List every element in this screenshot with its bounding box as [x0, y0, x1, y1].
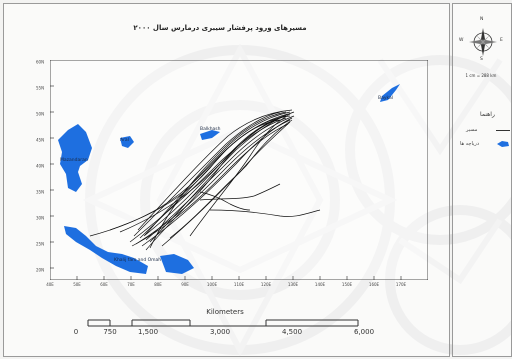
aral-sea	[120, 136, 134, 148]
compass-w: W	[459, 38, 464, 43]
lon-label: 40E	[46, 282, 54, 287]
persian-gulf	[64, 226, 148, 274]
legend-line-symbol	[496, 130, 510, 131]
lat-label: 45N	[36, 137, 45, 143]
legend-title: راهنما	[480, 111, 495, 118]
lat-label: 55N	[36, 85, 45, 91]
scalebar-label: 6,000	[353, 328, 375, 336]
lat-label: 60N	[36, 59, 45, 65]
scalebar-label: 750	[103, 328, 117, 336]
lat-label: 35N	[36, 189, 45, 195]
compass-scale-text: 1 cm = 288 km	[465, 73, 497, 78]
lon-label: 100E	[206, 282, 218, 287]
lon-label: 110E	[233, 282, 245, 287]
gulf-of-oman	[160, 254, 194, 274]
label-khalij: Khalij fars and Omah	[114, 258, 162, 263]
lon-label: 120E	[260, 282, 272, 287]
lon-label: 130E	[287, 282, 299, 287]
scalebar	[87, 319, 359, 327]
compass-n: N	[480, 17, 484, 22]
scalebar-label: 1,500	[137, 328, 159, 336]
caspian-sea	[58, 124, 92, 192]
lon-label: 80E	[154, 282, 162, 287]
legend-item-lakes: دریاچه ها	[460, 141, 480, 147]
lon-label: 90E	[181, 282, 189, 287]
label-aral: Aral	[120, 138, 129, 143]
legend-item-track: مسیر	[466, 127, 478, 133]
lat-label: 50N	[36, 111, 45, 117]
lon-label: 160E	[368, 282, 380, 287]
scalebar-label: 3,000	[209, 328, 231, 336]
lon-label: 70E	[127, 282, 135, 287]
label-baikal: Baykal	[378, 96, 394, 101]
lat-label: 30N	[36, 215, 45, 221]
lat-label: 20N	[36, 267, 45, 273]
map-title: مسیرهای ورود پرفشار سیبری درمارس سال ۲۰۰…	[133, 24, 307, 32]
baikal-lake	[380, 84, 400, 102]
lon-label: 60E	[100, 282, 108, 287]
map-area	[50, 60, 428, 280]
legend-water-symbol	[497, 141, 509, 147]
lon-label: 150E	[341, 282, 353, 287]
scalebar-label: 4,500	[281, 328, 303, 336]
compass-s: S	[480, 57, 483, 62]
lat-label: 25N	[36, 241, 45, 247]
lon-label: 170E	[395, 282, 407, 287]
compass-rose-icon	[469, 28, 497, 56]
balkhash-lake	[200, 130, 220, 140]
label-mazandaran: Mazandaran	[60, 158, 88, 163]
scalebar-label: 0	[73, 328, 79, 336]
scalebar-title: Kilometers	[206, 308, 244, 316]
lat-label: 40N	[36, 163, 45, 169]
compass-e: E	[500, 38, 503, 43]
label-balkhash: Balkhash	[200, 127, 221, 132]
lon-label: 140E	[314, 282, 326, 287]
lon-label: 50E	[73, 282, 81, 287]
pressure-tracks	[89, 109, 321, 251]
